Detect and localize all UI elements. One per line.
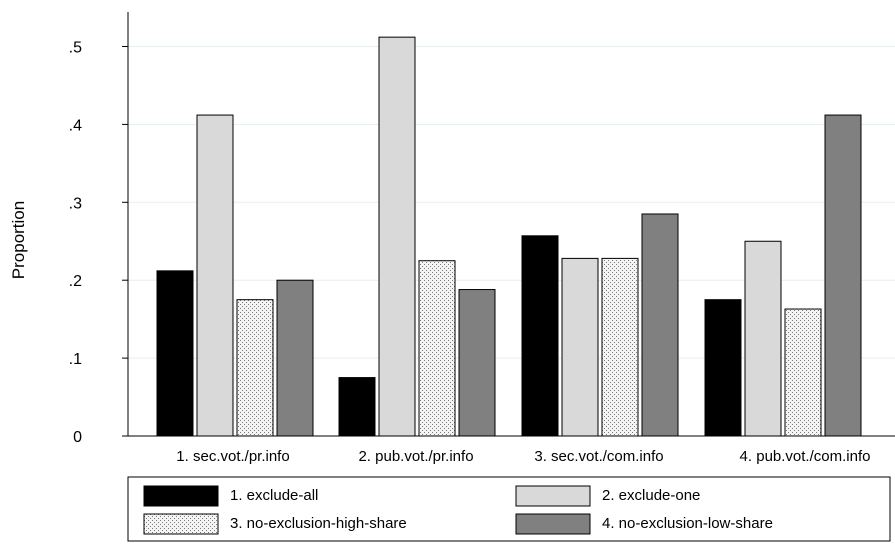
y-tick-label: 0 — [73, 429, 82, 446]
bar — [459, 290, 495, 436]
y-tick-label: .3 — [69, 195, 82, 212]
legend-label: 2. exclude-one — [602, 487, 700, 504]
legend-label: 1. exclude-all — [230, 487, 318, 504]
y-axis-title: Proportion — [9, 201, 28, 279]
y-tick-label: .1 — [69, 351, 82, 368]
bar — [522, 236, 558, 436]
x-category-label: 1. sec.vot./pr.info — [176, 448, 289, 465]
x-category-label: 4. pub.vot./com.info — [740, 448, 871, 465]
x-category-label: 3. sec.vot./com.info — [534, 448, 663, 465]
bar — [197, 115, 233, 436]
bar — [745, 241, 781, 436]
y-tick-label: .2 — [69, 273, 82, 290]
x-axis-labels: 1. sec.vot./pr.info 2. pub.vot./pr.info 3.… — [176, 448, 870, 465]
y-tick-label: .4 — [69, 117, 82, 134]
legend-swatch — [516, 486, 590, 506]
bar — [419, 261, 455, 436]
legend-swatch — [144, 486, 218, 506]
bar — [562, 258, 598, 436]
bar — [379, 37, 415, 436]
legend-swatch — [144, 514, 218, 534]
bar — [237, 300, 273, 436]
bar — [277, 280, 313, 436]
bar — [602, 258, 638, 436]
bar — [642, 214, 678, 436]
bar — [339, 378, 375, 436]
legend-swatch — [516, 514, 590, 534]
x-category-label: 2. pub.vot./pr.info — [358, 448, 473, 465]
legend: 1. exclude-all 2. exclude-one 3. no-exclus… — [128, 477, 890, 541]
y-tick-label: .5 — [69, 40, 82, 57]
legend-label: 3. no-exclusion-high-share — [230, 515, 407, 532]
bar — [157, 271, 193, 436]
bar — [785, 309, 821, 436]
bar — [705, 300, 741, 436]
bar — [825, 115, 861, 436]
bars — [157, 37, 861, 436]
legend-label: 4. no-exclusion-low-share — [602, 515, 773, 532]
